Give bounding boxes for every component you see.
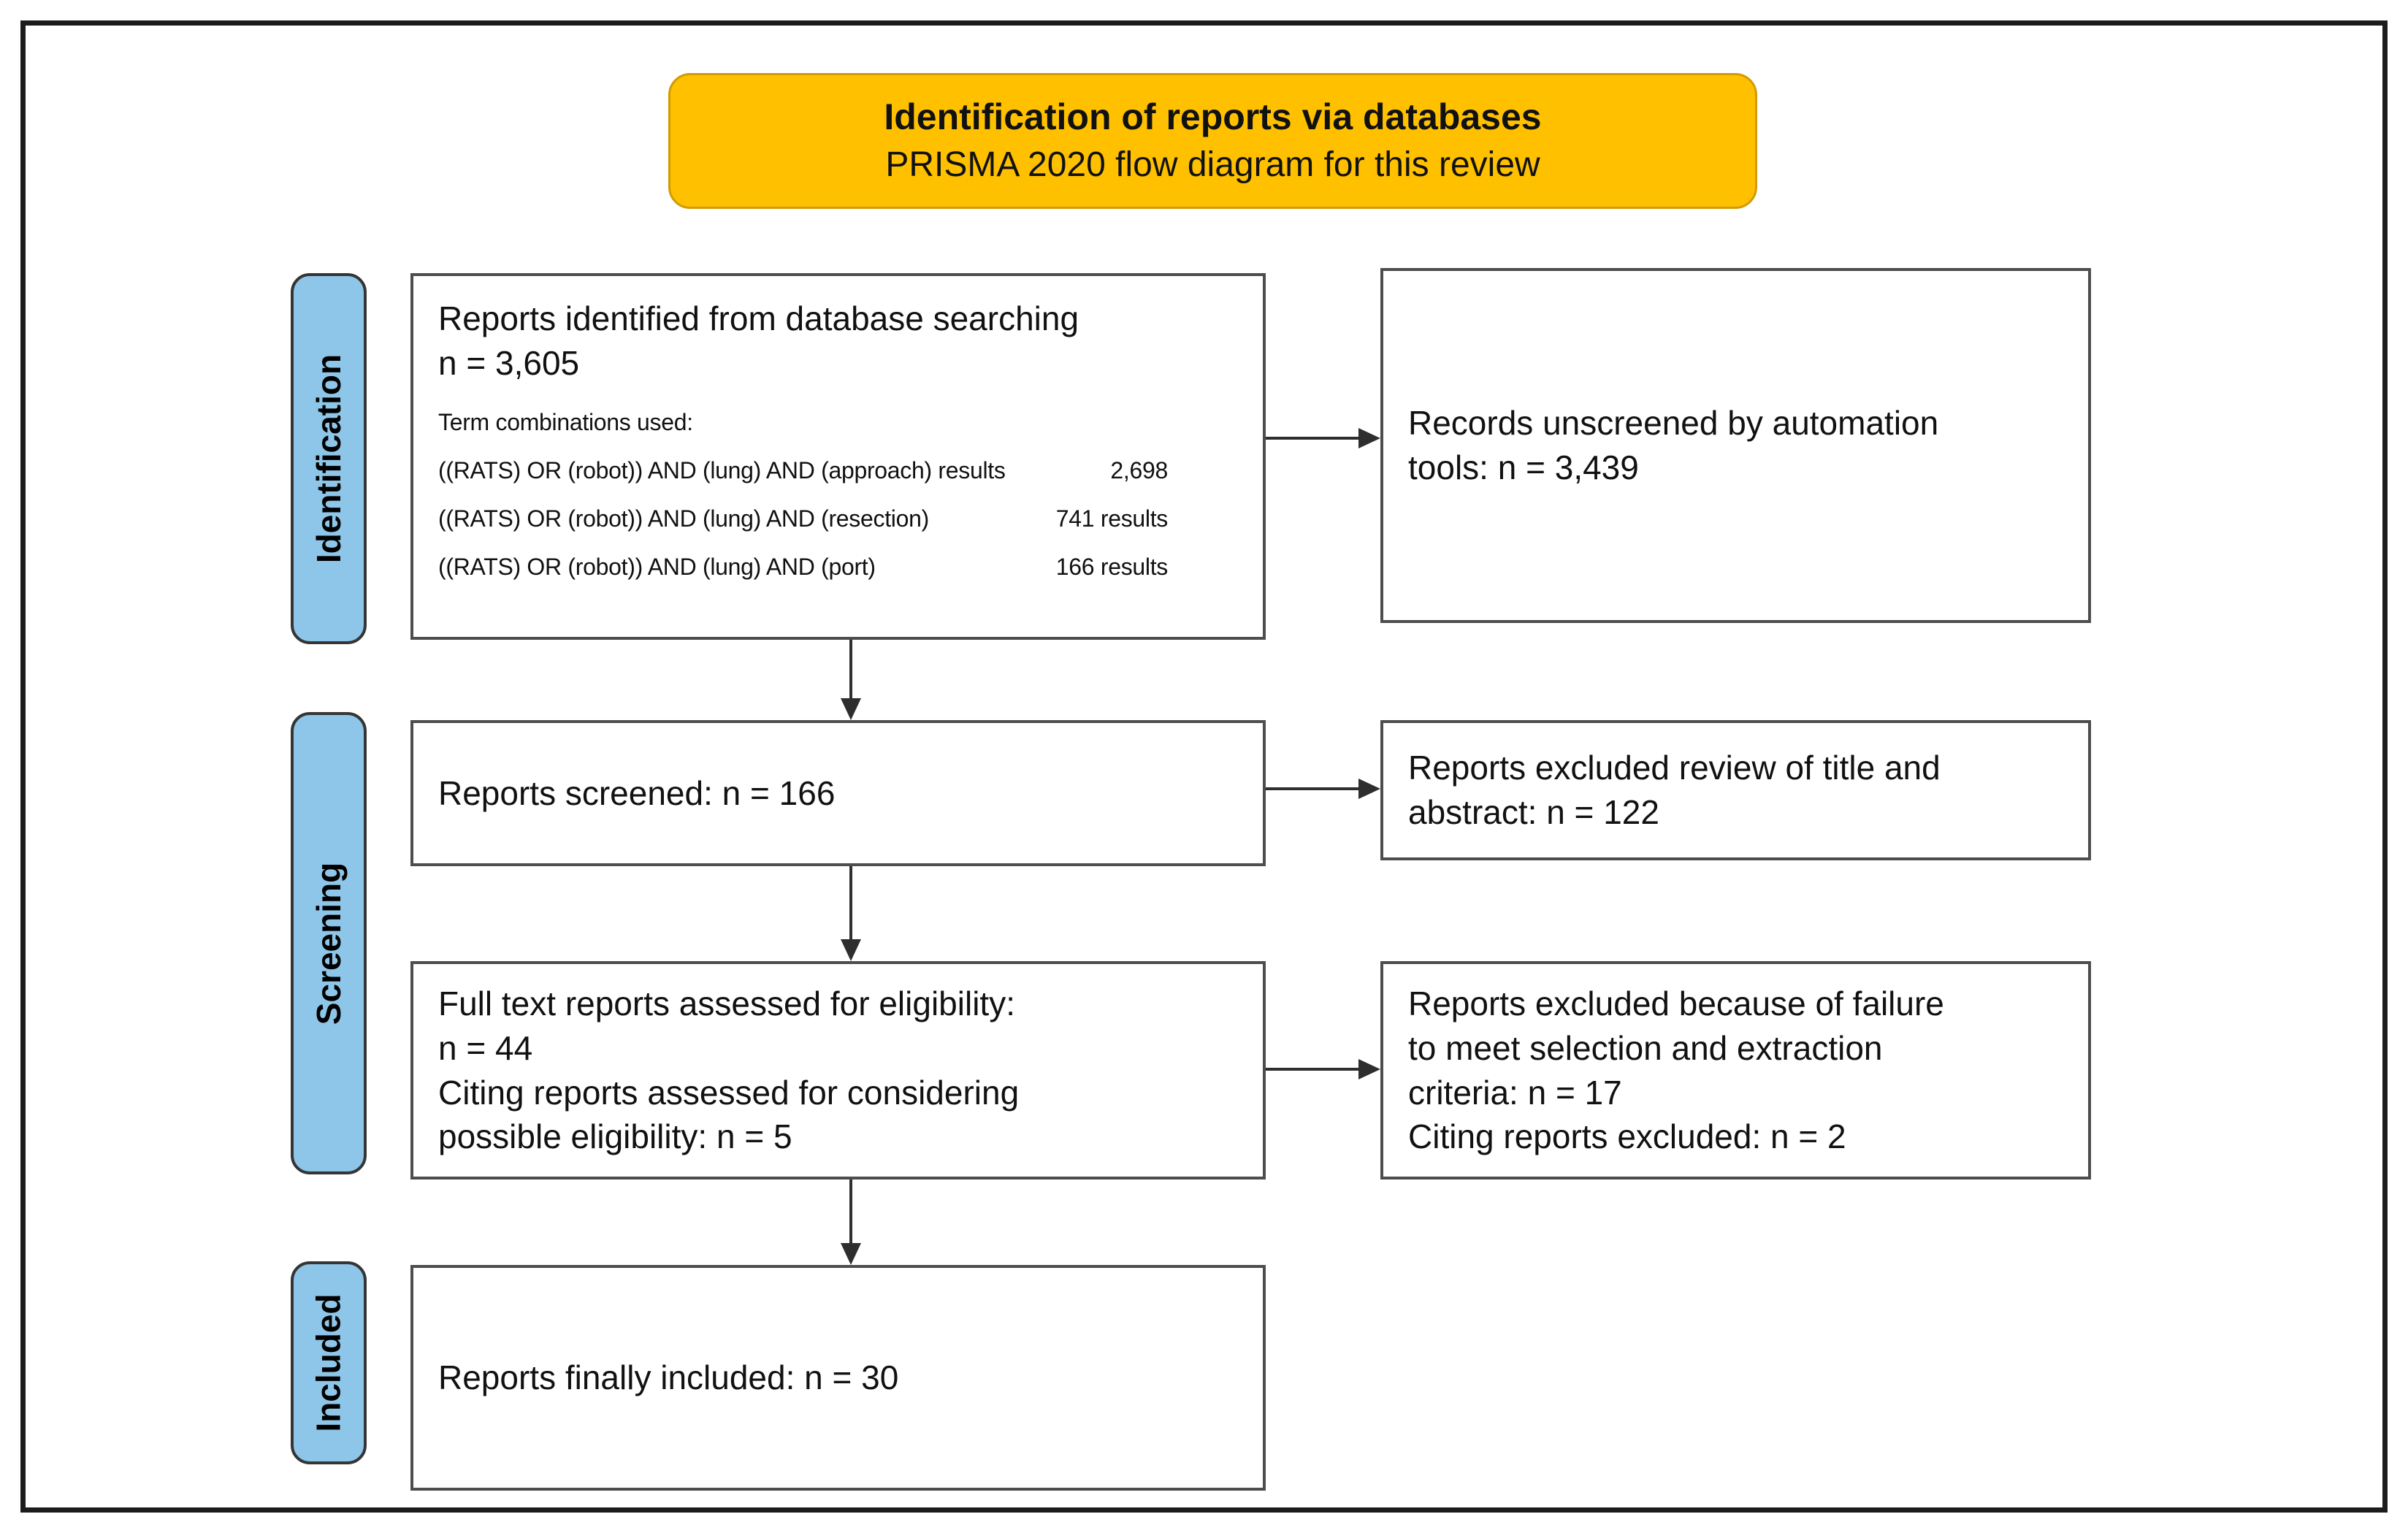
box-reports-included: Reports finally included: n = 30 bbox=[410, 1265, 1266, 1491]
reports-screened-text: Reports screened: n = 166 bbox=[438, 773, 836, 812]
unscreened-line-2: tools: n = 3,439 bbox=[1408, 448, 1639, 486]
excluded-title-line-2: abstract: n = 122 bbox=[1408, 793, 1659, 831]
arrow-identified-to-unscreened-head bbox=[1358, 428, 1380, 448]
term-query: ((RATS) OR (robot)) AND (lung) AND (port… bbox=[438, 553, 876, 580]
arrow-fulltext-to-excluded-line bbox=[1266, 1068, 1360, 1071]
fulltext-line-3: Citing reports assessed for considering bbox=[438, 1073, 1020, 1112]
title-line-1: Identification of reports via databases bbox=[884, 96, 1542, 137]
excluded-criteria-line-2: to meet selection and extraction bbox=[1408, 1028, 1883, 1067]
term-row: ((RATS) OR (robot)) AND (lung) AND (port… bbox=[438, 552, 1238, 581]
arrow-screened-to-excluded-line bbox=[1266, 787, 1360, 790]
stage-label-identification: Identification bbox=[291, 273, 367, 644]
stage-label-included-text: Included bbox=[310, 1293, 348, 1432]
arrow-fulltext-to-excluded-head bbox=[1358, 1059, 1380, 1079]
stage-label-screening: Screening bbox=[291, 712, 367, 1174]
arrow-screened-to-fulltext-head bbox=[841, 939, 861, 961]
box-records-unscreened: Records unscreened by automation tools: … bbox=[1380, 268, 2091, 623]
arrow-screened-to-fulltext-line bbox=[849, 866, 852, 941]
excluded-criteria-line-3: criteria: n = 17 bbox=[1408, 1073, 1622, 1112]
stage-label-identification-text: Identification bbox=[310, 353, 348, 564]
arrow-fulltext-to-included-line bbox=[849, 1180, 852, 1245]
term-count: 2,698 bbox=[1110, 456, 1168, 483]
term-query: ((RATS) OR (robot)) AND (lung) AND (appr… bbox=[438, 456, 1006, 483]
term-count: 741 results bbox=[1055, 505, 1169, 532]
reports-included-text: Reports finally included: n = 30 bbox=[438, 1358, 899, 1397]
fulltext-line-1: Full text reports assessed for eligibili… bbox=[438, 985, 1015, 1023]
term-count: 166 results bbox=[1055, 553, 1169, 580]
arrow-fulltext-to-included-head bbox=[841, 1243, 861, 1265]
reports-identified-line-1: Reports identified from database searchi… bbox=[438, 299, 1079, 337]
fulltext-line-4: possible eligibility: n = 5 bbox=[438, 1117, 792, 1156]
excluded-criteria-line-4: Citing reports excluded: n = 2 bbox=[1408, 1117, 1846, 1156]
stage-label-included: Included bbox=[291, 1261, 367, 1464]
box-fulltext-assessed: Full text reports assessed for eligibili… bbox=[410, 961, 1266, 1180]
excluded-criteria-line-1: Reports excluded because of failure bbox=[1408, 985, 1944, 1023]
box-reports-identified: Reports identified from database searchi… bbox=[410, 273, 1266, 640]
term-row: ((RATS) OR (robot)) AND (lung) AND (rese… bbox=[438, 504, 1238, 533]
box-reports-screened: Reports screened: n = 166 bbox=[410, 720, 1266, 866]
arrow-screened-to-excluded-head bbox=[1358, 779, 1380, 799]
unscreened-line-1: Records unscreened by automation bbox=[1408, 404, 1939, 443]
arrow-identified-to-unscreened-line bbox=[1266, 437, 1360, 440]
reports-identified-count: n = 3,605 bbox=[438, 343, 580, 382]
arrow-identified-to-screened-line bbox=[849, 640, 852, 700]
title-line-2: PRISMA 2020 flow diagram for this review bbox=[885, 145, 1540, 185]
arrow-identified-to-screened-head bbox=[841, 698, 861, 720]
terms-heading: Term combinations used: bbox=[438, 409, 693, 436]
box-excluded-title-abstract: Reports excluded review of title and abs… bbox=[1380, 720, 2091, 860]
term-row: ((RATS) OR (robot)) AND (lung) AND (appr… bbox=[438, 456, 1238, 485]
excluded-title-line-1: Reports excluded review of title and bbox=[1408, 749, 1941, 787]
title-box: Identification of reports via databases … bbox=[668, 73, 1757, 209]
box-excluded-criteria: Reports excluded because of failure to m… bbox=[1380, 961, 2091, 1180]
stage-label-screening-text: Screening bbox=[310, 862, 348, 1025]
fulltext-line-2: n = 44 bbox=[438, 1028, 533, 1067]
term-query: ((RATS) OR (robot)) AND (lung) AND (rese… bbox=[438, 505, 929, 532]
